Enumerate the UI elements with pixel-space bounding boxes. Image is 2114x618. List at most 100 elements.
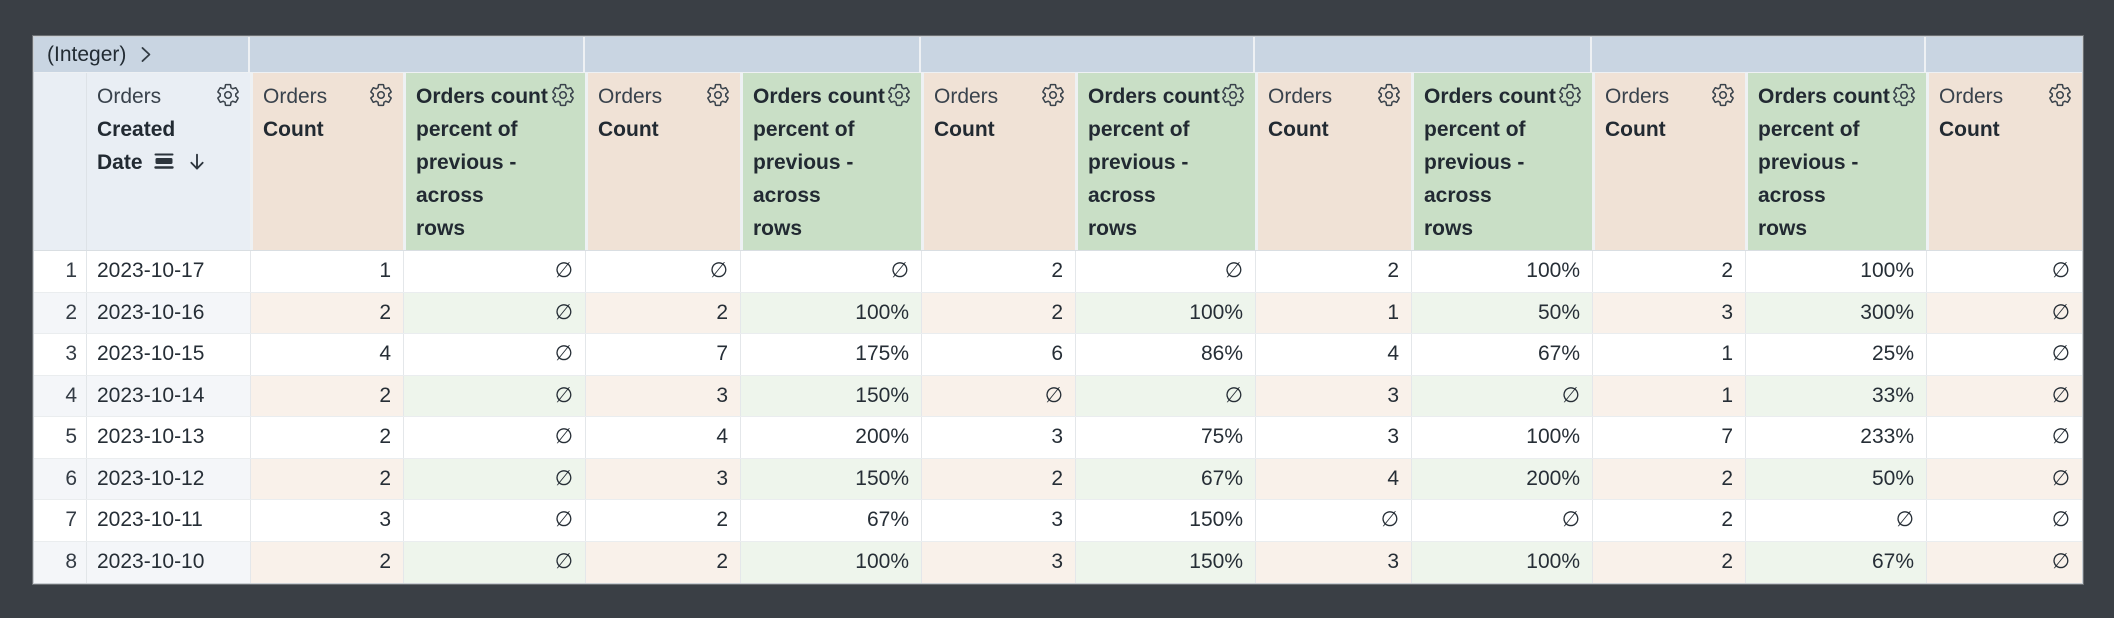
count-cell[interactable]: 4 bbox=[1255, 334, 1411, 375]
percent-cell[interactable]: 100% bbox=[1411, 417, 1592, 458]
count-cell[interactable]: ∅ bbox=[1926, 375, 2082, 416]
percent-cell[interactable]: 150% bbox=[1075, 541, 1255, 583]
count-cell[interactable]: ∅ bbox=[1926, 334, 2082, 375]
column-header-percent-of-previous[interactable]: Orders count percent of previous - across ro… bbox=[740, 73, 921, 250]
percent-cell[interactable]: ∅ bbox=[403, 458, 585, 499]
column-header-percent-of-previous[interactable]: Orders count percent of previous - across ro… bbox=[1745, 73, 1926, 250]
count-cell[interactable]: ∅ bbox=[1926, 500, 2082, 541]
percent-cell[interactable]: ∅ bbox=[740, 251, 921, 292]
percent-cell[interactable]: 100% bbox=[740, 541, 921, 583]
pivot-band-cell[interactable]: (Integer) bbox=[34, 37, 250, 72]
count-cell[interactable]: 3 bbox=[1255, 375, 1411, 416]
count-cell[interactable]: 3 bbox=[585, 458, 740, 499]
percent-cell[interactable]: 150% bbox=[1075, 500, 1255, 541]
date-cell[interactable]: 2023-10-17 bbox=[97, 259, 205, 282]
count-cell[interactable]: 1 bbox=[250, 251, 403, 292]
column-header-orders-count[interactable]: Orders Count bbox=[250, 73, 403, 250]
gear-icon[interactable] bbox=[1557, 82, 1583, 108]
percent-cell[interactable]: 33% bbox=[1745, 375, 1926, 416]
percent-cell[interactable]: 200% bbox=[1411, 458, 1592, 499]
percent-cell[interactable]: 50% bbox=[1745, 458, 1926, 499]
percent-cell[interactable]: ∅ bbox=[403, 500, 585, 541]
count-cell[interactable]: 2 bbox=[250, 292, 403, 333]
count-cell[interactable]: 2 bbox=[250, 458, 403, 499]
percent-cell[interactable]: 67% bbox=[1411, 334, 1592, 375]
percent-cell[interactable]: 86% bbox=[1075, 334, 1255, 375]
percent-cell[interactable]: 67% bbox=[1745, 541, 1926, 583]
percent-cell[interactable]: ∅ bbox=[403, 541, 585, 583]
column-header-orders-count[interactable]: Orders Count bbox=[921, 73, 1075, 250]
gear-icon[interactable] bbox=[1220, 82, 1246, 108]
count-cell[interactable]: 2 bbox=[1592, 500, 1745, 541]
count-cell[interactable]: ∅ bbox=[1926, 251, 2082, 292]
date-cell[interactable]: 2023-10-10 bbox=[87, 541, 250, 583]
percent-cell[interactable]: ∅ bbox=[403, 417, 585, 458]
count-cell[interactable]: 4 bbox=[250, 334, 403, 375]
count-cell[interactable]: 2 bbox=[1592, 458, 1745, 499]
count-cell[interactable]: 7 bbox=[585, 334, 740, 375]
percent-cell[interactable]: 100% bbox=[1075, 292, 1255, 333]
column-header-orders-created-date[interactable]: Orders Created Date bbox=[87, 73, 250, 250]
percent-cell[interactable]: 100% bbox=[1411, 251, 1592, 292]
count-cell[interactable]: 6 bbox=[921, 334, 1075, 375]
date-cell[interactable]: 2023-10-11 bbox=[97, 508, 203, 531]
percent-cell[interactable]: 175% bbox=[740, 334, 921, 375]
gear-icon[interactable] bbox=[886, 82, 912, 108]
count-cell[interactable]: ∅ bbox=[921, 375, 1075, 416]
percent-cell[interactable]: ∅ bbox=[403, 292, 585, 333]
percent-cell[interactable]: 200% bbox=[740, 417, 921, 458]
percent-cell[interactable]: 300% bbox=[1745, 292, 1926, 333]
gear-icon[interactable] bbox=[2047, 82, 2073, 108]
count-cell[interactable]: 4 bbox=[585, 417, 740, 458]
count-cell[interactable]: 7 bbox=[1592, 417, 1745, 458]
gear-icon[interactable] bbox=[1891, 82, 1917, 108]
percent-cell[interactable]: ∅ bbox=[1075, 375, 1255, 416]
date-cell[interactable]: 2023-10-13 bbox=[97, 425, 205, 448]
count-cell[interactable]: 2 bbox=[1592, 251, 1745, 292]
count-cell[interactable]: 2 bbox=[585, 292, 740, 333]
count-cell[interactable]: 3 bbox=[250, 500, 403, 541]
column-header-percent-of-previous[interactable]: Orders count percent of previous - across ro… bbox=[1411, 73, 1592, 250]
count-cell[interactable]: 1 bbox=[1592, 334, 1745, 375]
date-cell[interactable]: 2023-10-15 bbox=[97, 342, 205, 365]
count-cell[interactable]: ∅ bbox=[1255, 500, 1411, 541]
percent-cell[interactable]: 67% bbox=[740, 500, 921, 541]
percent-cell[interactable]: 100% bbox=[1745, 251, 1926, 292]
gear-icon[interactable] bbox=[705, 82, 731, 108]
percent-cell[interactable]: 67% bbox=[1075, 458, 1255, 499]
percent-cell[interactable]: ∅ bbox=[403, 251, 585, 292]
date-cell[interactable]: 2023-10-14 bbox=[87, 375, 250, 416]
count-cell[interactable]: 3 bbox=[1255, 541, 1411, 583]
percent-cell[interactable]: ∅ bbox=[1075, 251, 1255, 292]
column-header-orders-count[interactable]: Orders Count bbox=[1926, 73, 2082, 250]
column-header-orders-count[interactable]: Orders Count bbox=[585, 73, 740, 250]
percent-cell[interactable]: 150% bbox=[740, 458, 921, 499]
date-cell[interactable]: 2023-10-16 bbox=[87, 292, 250, 333]
count-cell[interactable]: 3 bbox=[921, 500, 1075, 541]
percent-cell[interactable]: 150% bbox=[740, 375, 921, 416]
percent-cell[interactable]: 233% bbox=[1745, 417, 1926, 458]
percent-cell[interactable]: 75% bbox=[1075, 417, 1255, 458]
percent-cell[interactable]: 25% bbox=[1745, 334, 1926, 375]
percent-cell[interactable]: ∅ bbox=[403, 375, 585, 416]
percent-cell[interactable]: ∅ bbox=[1411, 375, 1592, 416]
column-header-orders-count[interactable]: Orders Count bbox=[1592, 73, 1745, 250]
count-cell[interactable]: ∅ bbox=[1926, 292, 2082, 333]
count-cell[interactable]: 3 bbox=[921, 417, 1075, 458]
count-cell[interactable]: 1 bbox=[1592, 375, 1745, 416]
count-cell[interactable]: 4 bbox=[1255, 458, 1411, 499]
percent-cell[interactable]: ∅ bbox=[403, 334, 585, 375]
count-cell[interactable]: 2 bbox=[921, 458, 1075, 499]
count-cell[interactable]: ∅ bbox=[585, 251, 740, 292]
count-cell[interactable]: 2 bbox=[1255, 251, 1411, 292]
count-cell[interactable]: 3 bbox=[1255, 417, 1411, 458]
count-cell[interactable]: 2 bbox=[250, 541, 403, 583]
gear-icon[interactable] bbox=[368, 82, 394, 108]
gear-icon[interactable] bbox=[1376, 82, 1402, 108]
column-header-orders-count[interactable]: Orders Count bbox=[1255, 73, 1411, 250]
count-cell[interactable]: ∅ bbox=[1926, 458, 2082, 499]
count-cell[interactable]: 3 bbox=[921, 541, 1075, 583]
column-header-percent-of-previous[interactable]: Orders count percent of previous - across ro… bbox=[1075, 73, 1255, 250]
gear-icon[interactable] bbox=[1710, 82, 1736, 108]
percent-cell[interactable]: 100% bbox=[1411, 541, 1592, 583]
